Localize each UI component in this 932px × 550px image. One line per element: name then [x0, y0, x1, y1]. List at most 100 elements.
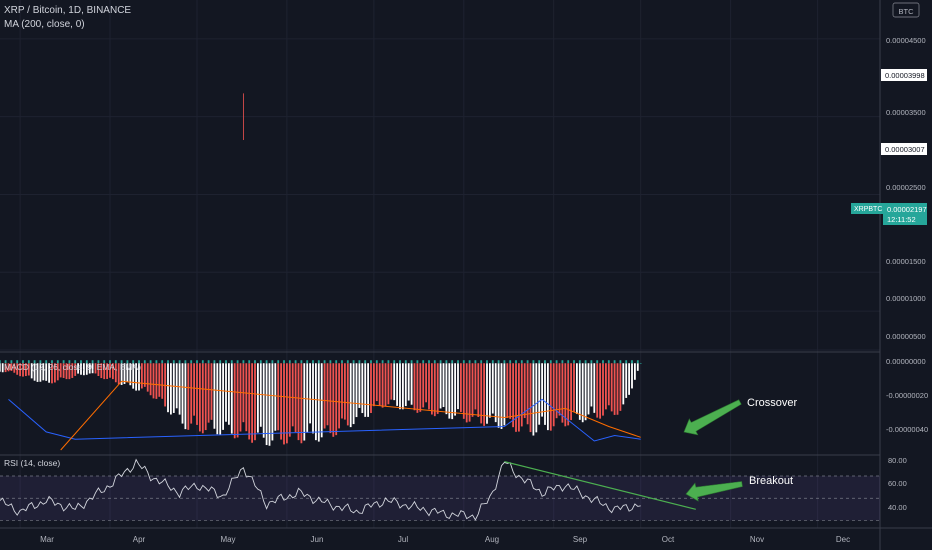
macd-zero-bar: [329, 360, 332, 364]
macd-histogram-bar: [143, 363, 146, 387]
macd-histogram-bar: [497, 363, 500, 428]
macd-zero-bar: [68, 360, 71, 364]
macd-zero-bar: [352, 360, 355, 364]
macd-histogram-bar: [213, 363, 216, 429]
annotation-arrows: [683, 399, 743, 502]
macd-histogram-bar: [251, 363, 253, 443]
macd-zero-bar: [451, 360, 454, 364]
macd-histogram-bar: [375, 363, 378, 402]
time-axis[interactable]: Mar Apr May Jun Jul Aug Sep Oct Nov Dec: [40, 535, 850, 544]
macd-layer: [0, 360, 642, 451]
macd-histogram-bar: [413, 363, 416, 411]
macd-histogram-bar: [315, 363, 317, 441]
macd-histogram-bar: [199, 363, 201, 432]
macd-histogram-bar: [489, 363, 491, 418]
macd-histogram-bar: [344, 363, 346, 420]
level-label: 0.00003007: [885, 145, 925, 154]
macd-histogram-bar: [51, 363, 53, 384]
macd-histogram-bar: [268, 363, 271, 446]
macd-zero-bar: [39, 360, 42, 364]
macd-histogram-bar: [404, 363, 407, 407]
macd-histogram-bar: [219, 363, 222, 435]
macd-histogram-bar: [106, 363, 108, 379]
macd-zero-bar: [190, 360, 193, 364]
macd-histogram-bar: [19, 363, 21, 377]
macd-histogram-bar: [457, 363, 459, 410]
rsi-axis[interactable]: 80.00 60.00 40.00: [888, 456, 907, 512]
bar-countdown: 12:11:52: [887, 215, 916, 224]
macd-histogram-bar: [236, 363, 239, 438]
macd-zero-bar: [172, 360, 175, 364]
candles-layer[interactable]: [0, 0, 642, 140]
macd-histogram-bar: [483, 363, 485, 426]
time-label: Jun: [311, 535, 324, 544]
macd-zero-bar: [387, 360, 390, 364]
currency-badge[interactable]: [892, 2, 920, 18]
macd-axis[interactable]: 0.00000000 -0.00000020 -0.00000040: [886, 357, 928, 434]
rsi-line: [0, 458, 641, 521]
macd-histogram-bar: [512, 363, 514, 428]
macd-zero-bar: [538, 360, 541, 364]
macd-histogram-bar: [25, 363, 27, 377]
time-label: May: [220, 535, 235, 544]
macd-histogram-bar: [587, 363, 590, 415]
macd-histogram-bar: [187, 363, 190, 430]
macd-histogram-bar: [384, 363, 387, 407]
macd-histogram-bar: [361, 363, 364, 414]
macd-zero-bar: [0, 360, 1, 364]
macd-histogram-bar: [103, 363, 106, 380]
macd-histogram-bar: [248, 363, 251, 440]
macd-histogram-bar: [77, 363, 79, 374]
macd-zero-bar: [584, 360, 587, 364]
macd-zero-bar: [114, 360, 117, 364]
macd-histogram-bar: [13, 363, 16, 373]
macd-histogram-bar: [170, 363, 172, 415]
macd-zero-bar: [410, 360, 413, 364]
macd-histogram-bar: [161, 363, 164, 399]
macd-histogram-bar: [312, 363, 314, 434]
macd-histogram-bar: [30, 363, 33, 379]
macd-zero-bar: [335, 360, 338, 364]
macd-histogram-bar: [564, 363, 567, 427]
macd-histogram-bar: [631, 363, 633, 389]
macd-histogram-bar: [599, 363, 601, 419]
macd-histogram-bar: [364, 363, 367, 417]
macd-histogram-bar: [544, 363, 546, 425]
macd-zero-bar: [225, 360, 227, 364]
rsi-legend: RSI (14, close): [4, 458, 60, 468]
macd-histogram-bar: [27, 363, 30, 376]
macd-zero-bar: [619, 360, 622, 364]
macd-histogram-bar: [474, 363, 477, 410]
macd-zero-bar: [45, 360, 48, 364]
macd-zero-bar: [33, 360, 36, 364]
macd-histogram-bar: [303, 363, 306, 441]
macd-zero-bar: [439, 360, 442, 364]
macd-zero-bar: [27, 360, 30, 364]
macd-zero-bar: [573, 360, 575, 364]
macd-histogram-bar: [480, 363, 483, 424]
macd-histogram-bar: [346, 363, 349, 426]
macd-histogram-bar: [352, 363, 355, 425]
macd-histogram-bar: [39, 363, 42, 382]
macd-zero-bar: [85, 360, 88, 364]
macd-histogram-bar: [94, 363, 97, 374]
macd-histogram-bar: [399, 363, 401, 410]
macd-signal-line: [60, 380, 641, 451]
macd-histogram-bar: [358, 363, 361, 408]
time-label: Aug: [485, 535, 499, 544]
macd-histogram-bar: [0, 363, 1, 372]
macd-zero-bar: [358, 360, 361, 364]
macd-zero-bar: [323, 360, 326, 364]
macd-zero-bar: [294, 360, 297, 364]
macd-zero-bar: [346, 360, 349, 364]
macd-histogram-bar: [178, 363, 181, 415]
macd-tick: 0.00000000: [886, 357, 926, 366]
macd-histogram-bar: [167, 363, 169, 413]
macd-histogram-bar: [126, 363, 129, 382]
macd-histogram-bar: [509, 363, 512, 419]
macd-histogram-bar: [1, 363, 4, 373]
price-axis[interactable]: BTC 0.00004500 0.00003500 0.00002500 0.0…: [851, 2, 927, 341]
breakout-arrow: [685, 481, 743, 502]
macd-histogram-bar: [4, 363, 7, 373]
